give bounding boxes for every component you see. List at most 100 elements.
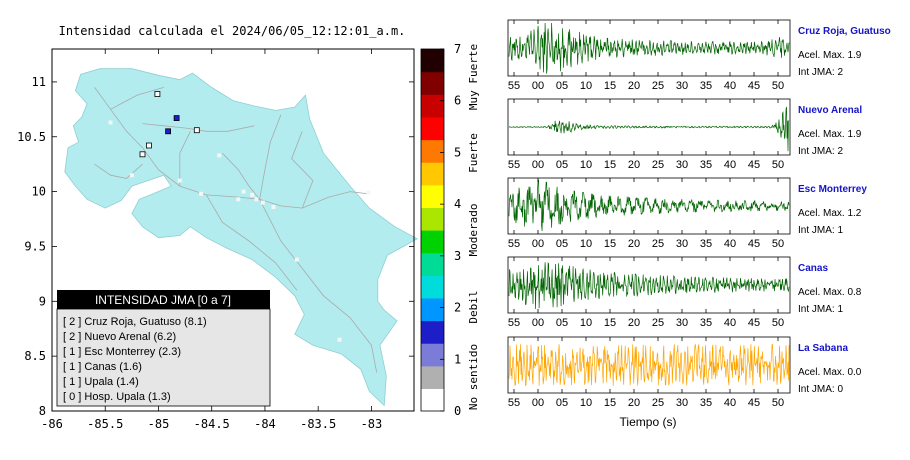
road [259, 191, 369, 209]
colorbar-segment [421, 275, 444, 299]
y-tick-label: 11 [32, 75, 46, 89]
time-tick-label: 20 [628, 80, 640, 92]
time-tick-label: 10 [580, 238, 592, 250]
time-tick-label: 10 [580, 159, 592, 171]
station-int: Int JMA: 1 [798, 304, 843, 315]
time-tick-label: 20 [628, 317, 640, 329]
time-tick-label: 50 [772, 397, 784, 409]
time-tick-label: 10 [580, 397, 592, 409]
colorbar-tick-label: 2 [454, 301, 461, 315]
x-tick-label: -84 [254, 417, 276, 431]
station-acel: Acel. Max. 1.2 [798, 208, 862, 219]
station-acel: Acel. Max. 0.0 [798, 367, 862, 378]
legend-title: INTENSIDAD JMA [0 a 7] [95, 293, 231, 307]
waveform-panel: 55 00 05 10 15 20 25 30 35 40 45 50 Canas Acel. Max. … [507, 256, 862, 329]
station-acel: Acel. Max. 0.8 [798, 287, 862, 298]
colorbar-tick-label: 0 [454, 404, 461, 418]
station-name: Nuevo Arenal [798, 105, 862, 116]
station-acel: Acel. Max. 1.9 [798, 50, 862, 61]
road [110, 87, 164, 110]
time-tick-label: 25 [652, 317, 664, 329]
y-tick-label: 9 [39, 294, 46, 308]
legend-item: [ 2 ] Nuevo Arenal (6.2) [63, 331, 176, 343]
road [291, 131, 314, 209]
station-marker [193, 127, 200, 134]
waveform-trace [508, 179, 790, 231]
level-label: Debil [467, 290, 480, 323]
time-tick-label: 15 [604, 80, 616, 92]
legend-item: [ 1 ] Canas (1.6) [63, 361, 142, 373]
city-marker [199, 191, 204, 196]
time-tick-label: 45 [748, 317, 760, 329]
urban-areas [108, 120, 371, 342]
y-tick-label: 8 [39, 404, 46, 418]
city-marker [177, 178, 182, 183]
station-marker [154, 91, 161, 97]
time-tick-label: 05 [556, 397, 568, 409]
x-tick-label: -85 [148, 417, 170, 431]
y-tick-label: 8.5 [24, 349, 46, 363]
y-tick-label: 9.5 [24, 239, 46, 253]
time-tick-label: 50 [772, 159, 784, 171]
colorbar-tick-label: 7 [454, 42, 461, 56]
legend-item: [ 1 ] Esc Monterrey (2.3) [63, 346, 181, 358]
time-tick-label: 15 [604, 159, 616, 171]
waveform-panel: 55 00 05 10 15 20 25 30 35 40 45 50 Nuevo Arenal Acel… [507, 98, 862, 171]
costa-rica-land [64, 68, 419, 407]
colorbar-tick-label: 1 [454, 352, 461, 366]
city-marker [250, 192, 255, 197]
legend-item: [ 1 ] Upala (1.4) [63, 376, 139, 388]
waveform-panel: 55 00 05 10 15 20 25 30 35 40 45 50 Esc Monterrey Ace… [507, 177, 867, 250]
time-tick-label: 40 [724, 317, 736, 329]
map-frame [51, 48, 415, 412]
colorbar-tick-label: 6 [454, 94, 461, 108]
colorbar-segment [421, 320, 444, 344]
time-tick-label: 55 [508, 80, 520, 92]
time-tick-label: 00 [532, 159, 544, 171]
station-name: Canas [798, 263, 828, 274]
x-tick-label: -83 [361, 417, 383, 431]
road [259, 199, 378, 373]
time-tick-label: 20 [628, 238, 640, 250]
colorbar-segment [421, 252, 444, 276]
colorbar-segment [421, 94, 444, 118]
time-tick-label: 50 [772, 238, 784, 250]
x-tick-label: -86 [41, 417, 63, 431]
time-tick-label: 25 [652, 159, 664, 171]
city-marker [108, 120, 113, 125]
time-tick-label: 45 [748, 159, 760, 171]
waveform-trace [508, 343, 790, 387]
time-tick-label: 25 [652, 80, 664, 92]
time-tick-label: 40 [724, 238, 736, 250]
map-y-axis: 11 10.5 10 9.5 9 8.5 8 [17, 75, 414, 418]
map-title: Intensidad calculada el 2024/06/05_12:12… [59, 24, 406, 38]
city-marker [236, 197, 241, 202]
time-tick-label: 15 [604, 317, 616, 329]
city-marker [366, 190, 371, 195]
level-label: No sentido [467, 344, 480, 410]
colorbar: 7 6 5 4 3 2 1 0 Muy Fuerte Fuerte Moderado Debi… [420, 42, 480, 418]
time-tick-label: 00 [532, 397, 544, 409]
time-tick-label: 15 [604, 397, 616, 409]
colorbar-tick-label: 3 [454, 249, 461, 263]
colorbar-segment [421, 116, 444, 141]
colorbar-level-labels: Muy Fuerte Fuerte Moderado Debil No sent… [467, 44, 480, 410]
x-tick-label: -83.5 [300, 417, 336, 431]
time-tick-label: 55 [508, 238, 520, 250]
waveform-panel: 55 00 05 10 15 20 25 30 35 40 45 50 La Sabana Acel. M… [507, 336, 862, 409]
station-marker [173, 115, 180, 121]
waveform-panels: 55 00 05 10 15 20 25 30 35 40 45 50 Cruz Roja, Guatu… [507, 19, 891, 409]
colorbar-tick-label: 5 [454, 145, 461, 159]
colorbar-segment [421, 207, 444, 231]
legend-body [56, 308, 271, 407]
station-marker [145, 142, 152, 149]
time-tick-label: 00 [532, 317, 544, 329]
level-label: Fuerte [467, 133, 480, 173]
waveform-panel: 55 00 05 10 15 20 25 30 35 40 45 50 Cruz Roja, Guatu… [507, 19, 891, 92]
waveform-trace [508, 22, 790, 74]
station-name: La Sabana [798, 343, 848, 354]
colorbar-segment [421, 365, 444, 389]
time-tick-label: 10 [580, 317, 592, 329]
colorbar-frame [420, 48, 445, 412]
